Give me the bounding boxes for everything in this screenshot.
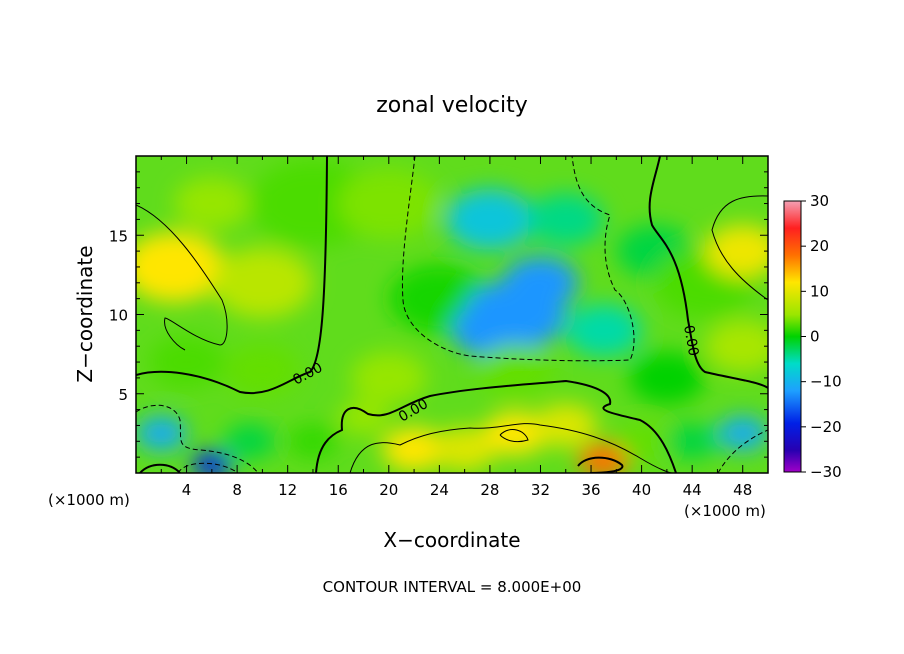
negative-contour-bottom-left [177, 462, 239, 473]
field-sample [249, 159, 377, 248]
field-sample [173, 177, 250, 230]
field-sample [136, 415, 187, 451]
field-sample [616, 423, 667, 459]
field-sample [338, 400, 389, 435]
field-sample [445, 188, 535, 250]
x-tick-labels: 4 8 12 16 20 24 28 32 36 40 44 48 [182, 481, 752, 499]
x-tick-label: 4 [182, 481, 192, 499]
contour-interval-note: CONTOUR INTERVAL = 8.000E+00 [323, 578, 582, 596]
field-sample [704, 224, 768, 278]
y-axis [136, 171, 768, 458]
y-tick-label: 10 [109, 307, 128, 325]
zero-contour-bottom [315, 379, 677, 473]
field-sample [148, 335, 225, 389]
field-sample [666, 423, 718, 459]
x-tick-label: 20 [379, 481, 398, 499]
colorbar-tick-label: −30 [810, 463, 842, 481]
zero-contour-left [136, 156, 328, 395]
y-tick-label: 5 [118, 386, 128, 404]
plot-area: 0.00 0.00 0.00 [136, 156, 768, 473]
contour-lines [136, 156, 768, 473]
negative-contour-center [401, 156, 635, 362]
colorbar-tick-label: −10 [810, 373, 842, 391]
field-sample [565, 304, 642, 357]
field-sample [136, 232, 225, 302]
field-sample [502, 256, 579, 309]
z-unit-label: (×1000 m) [48, 491, 130, 509]
strong-contour-left [139, 463, 181, 473]
field-sample [628, 351, 705, 405]
x-tick-label: 8 [232, 481, 242, 499]
field-sample [191, 451, 233, 473]
colorbar-tick-label: 20 [810, 237, 829, 255]
negative-contour-left [136, 404, 259, 473]
x-tick-label: 48 [733, 481, 752, 499]
small-contour-loop [499, 429, 529, 443]
field-sample [211, 247, 313, 318]
y-tick-label: 15 [109, 227, 128, 245]
field-sample [382, 427, 446, 472]
colorbar [783, 200, 802, 473]
field-sample [452, 304, 528, 357]
colorbar-tick-label: 10 [810, 282, 829, 300]
field-sample [527, 193, 604, 246]
colorbar-tick-label: −20 [810, 418, 842, 436]
x-tick-label: 44 [683, 481, 702, 499]
field-sample [224, 343, 301, 397]
colorbar-tick-label: 30 [810, 192, 829, 210]
x-tick-label: 24 [430, 481, 449, 499]
colorbar-ticks: 30 20 10 0 −10 −20 −30 [801, 192, 842, 481]
field-sample [717, 415, 768, 451]
field-sample [704, 320, 768, 373]
x-tick-label: 12 [278, 481, 297, 499]
field-sample [287, 423, 339, 459]
x-tick-label: 40 [632, 481, 651, 499]
x-tick-label: 32 [531, 481, 550, 499]
zero-contour-right [648, 156, 768, 389]
negative-contour-right [717, 429, 768, 473]
colorbar-tick-label: 0 [810, 328, 820, 346]
field-sample [534, 403, 598, 448]
field-sample [224, 423, 276, 459]
y-axis-label: Z−coordinate [73, 245, 97, 382]
x-tick-label: 28 [480, 481, 499, 499]
contour-label: 0.00 [680, 324, 701, 357]
field-blobs [136, 159, 768, 473]
chart-title: zonal velocity [376, 93, 528, 118]
x-unit-label: (×1000 m) [684, 502, 766, 520]
field-sample [350, 351, 427, 405]
positive-contour-bottom [349, 423, 673, 473]
x-axis-label: X−coordinate [383, 528, 520, 552]
y-tick-labels: 5 10 15 [109, 227, 128, 404]
x-tick-label: 36 [581, 481, 600, 499]
positive-contour-left [136, 204, 228, 351]
field-sample [433, 427, 497, 472]
x-tick-label: 16 [329, 481, 348, 499]
field-sample [483, 411, 547, 456]
x-axis [160, 156, 744, 473]
positive-contour-right [711, 195, 768, 301]
field-sample [338, 168, 440, 239]
